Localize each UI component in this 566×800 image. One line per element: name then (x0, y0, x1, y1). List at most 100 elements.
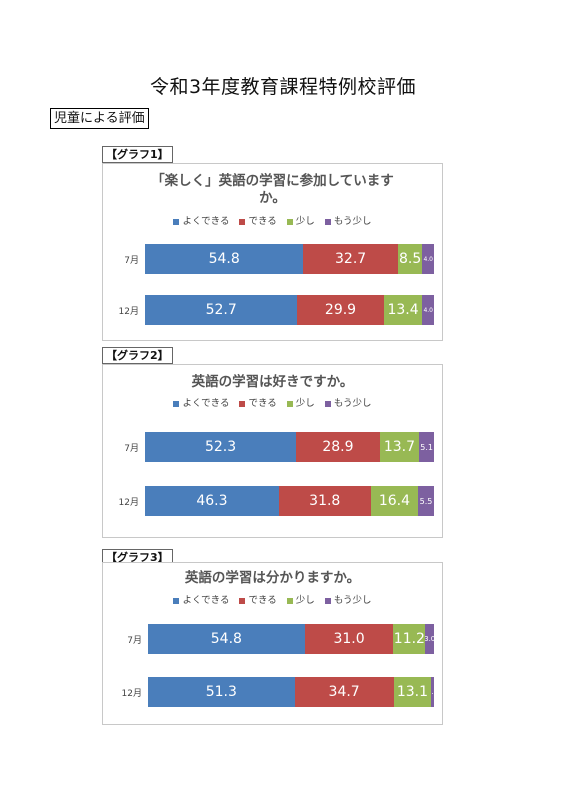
legend-item: もう少し (324, 592, 372, 606)
legend-item: できる (239, 395, 277, 409)
legend-label: できる (248, 595, 277, 606)
bar-segment: 31.0 (304, 624, 394, 654)
chart-title-line: か。 (259, 190, 286, 206)
category-label: 7月 (124, 444, 139, 454)
legend-label: よくできる (182, 595, 230, 606)
legend-item: 少し (286, 213, 315, 227)
chart-title: 英語の学習は好きですか。 (103, 374, 442, 391)
legend-swatch (324, 400, 331, 407)
chart-title: 英語の学習は分かりますか。 (103, 570, 442, 587)
data-label: 31.0 (333, 631, 365, 647)
bar-segment: 13.7 (379, 432, 420, 462)
bar-segment: 32.7 (303, 244, 398, 274)
data-label: 3.0 (425, 635, 434, 643)
bar-segment: 31.8 (278, 486, 371, 516)
category-label: 7月 (127, 636, 142, 646)
legend-label: もう少し (333, 398, 372, 409)
data-label: 1.0 (431, 688, 434, 696)
bar-segment: 13.4 (383, 295, 423, 325)
data-label: 4.0 (423, 255, 433, 263)
bar-segment: 16.4 (370, 486, 419, 516)
chart-box: 「楽しく」英語の学習に参加しています か。よくできる できる 少し もう少し 7月 54.8… (102, 163, 443, 341)
legend-item: できる (239, 213, 277, 227)
data-label: 51.3 (205, 684, 237, 700)
data-label: 5.1 (420, 442, 433, 452)
data-label: 34.7 (328, 684, 360, 700)
graph-label: 【グラフ2】 (102, 347, 173, 364)
bar-segment: 11.2 (393, 624, 426, 654)
stacked-bar: 51.3 34.7 13.11.0 (148, 677, 434, 707)
bar-segment: 28.9 (296, 432, 380, 462)
category-label: 12月 (121, 689, 142, 699)
legend-label: 少し (295, 398, 315, 409)
graph-label: 【グラフ1】 (102, 146, 173, 163)
data-label: 46.3 (196, 493, 228, 509)
legend-item: 少し (286, 592, 315, 606)
legend-label: もう少し (333, 216, 372, 227)
data-label: 11.2 (393, 631, 425, 647)
bar-segment: 52.3 (145, 432, 297, 462)
chart-box: 英語の学習は分かりますか。よくできる できる 少し もう少し 7月 54.8 31.0 11.… (102, 562, 443, 725)
legend-swatch (173, 597, 180, 604)
legend-label: 少し (295, 216, 315, 227)
legend-swatch (239, 400, 246, 407)
bar-segment: 29.9 (297, 295, 384, 325)
data-label: 13.7 (383, 439, 416, 455)
legend-item: もう少し (324, 395, 372, 409)
legend-label: できる (248, 216, 277, 227)
data-label: 13.1 (396, 684, 428, 700)
bar-segment: 5.5 (418, 486, 434, 516)
stacked-bar: 46.3 31.8 16.4 5.5 (145, 486, 434, 516)
chart-title: 「楽しく」英語の学習に参加しています か。 (103, 173, 442, 207)
legend-label: できる (248, 398, 277, 409)
chart-title-line: 英語の学習は分かりますか。 (184, 570, 361, 586)
legend-swatch (324, 597, 331, 604)
legend-label: よくできる (182, 216, 230, 227)
bar-segment: 34.7 (294, 677, 394, 707)
legend-swatch (324, 218, 331, 225)
bar-segment: 54.8 (148, 624, 305, 654)
data-label: 54.8 (210, 631, 242, 647)
section-label: 児童による評価 (50, 108, 149, 129)
bar-segment: 54.8 (145, 244, 304, 274)
bar-segment: 1.0 (431, 677, 434, 707)
bar-segment: 13.1 (393, 677, 432, 707)
legend-label: よくできる (182, 398, 230, 409)
data-label: 8.5 (399, 251, 422, 267)
chart-box: 英語の学習は好きですか。よくできる できる 少し もう少し 7月 52.3 28.9 13.7… (102, 364, 443, 538)
legend-item: よくできる (173, 395, 229, 409)
legend-item: よくできる (173, 592, 229, 606)
legend-item: 少し (286, 395, 315, 409)
data-label: 5.5 (419, 496, 433, 506)
data-label: 29.9 (324, 302, 357, 318)
bar-segment: 46.3 (145, 486, 279, 516)
data-label: 31.8 (309, 493, 341, 509)
chart-title-line: 「楽しく」英語の学習に参加しています (151, 173, 394, 189)
bar-segment: 51.3 (148, 677, 295, 707)
legend-swatch (173, 218, 180, 225)
stacked-bar: 54.8 31.0 11.2 3.0 (148, 624, 434, 654)
chart-legend: よくできる できる 少し もう少し (103, 395, 442, 409)
legend-swatch (286, 218, 293, 225)
bar-segment: 5.1 (419, 432, 434, 462)
data-label: 52.3 (204, 439, 237, 455)
stacked-bar: 52.7 29.9 13.4 4.0 (145, 295, 434, 325)
data-label: 13.4 (387, 302, 419, 318)
bar-segment: 3.0 (425, 624, 434, 654)
chart-legend: よくできる できる 少し もう少し (103, 213, 442, 227)
category-label: 12月 (118, 307, 139, 317)
legend-item: もう少し (324, 213, 372, 227)
legend-item: できる (239, 592, 277, 606)
category-label: 12月 (118, 498, 139, 508)
legend-label: もう少し (333, 595, 372, 606)
bar-segment: 8.5 (397, 244, 423, 274)
bar-segment: 4.0 (422, 295, 434, 325)
chart-legend: よくできる できる 少し もう少し (103, 592, 442, 606)
bar-segment: 52.7 (145, 295, 298, 325)
category-label: 7月 (124, 256, 139, 266)
data-label: 54.8 (208, 251, 240, 267)
stacked-bar: 52.3 28.9 13.7 5.1 (145, 432, 434, 462)
legend-label: 少し (295, 595, 315, 606)
data-label: 4.0 (423, 306, 433, 314)
legend-swatch (173, 400, 180, 407)
